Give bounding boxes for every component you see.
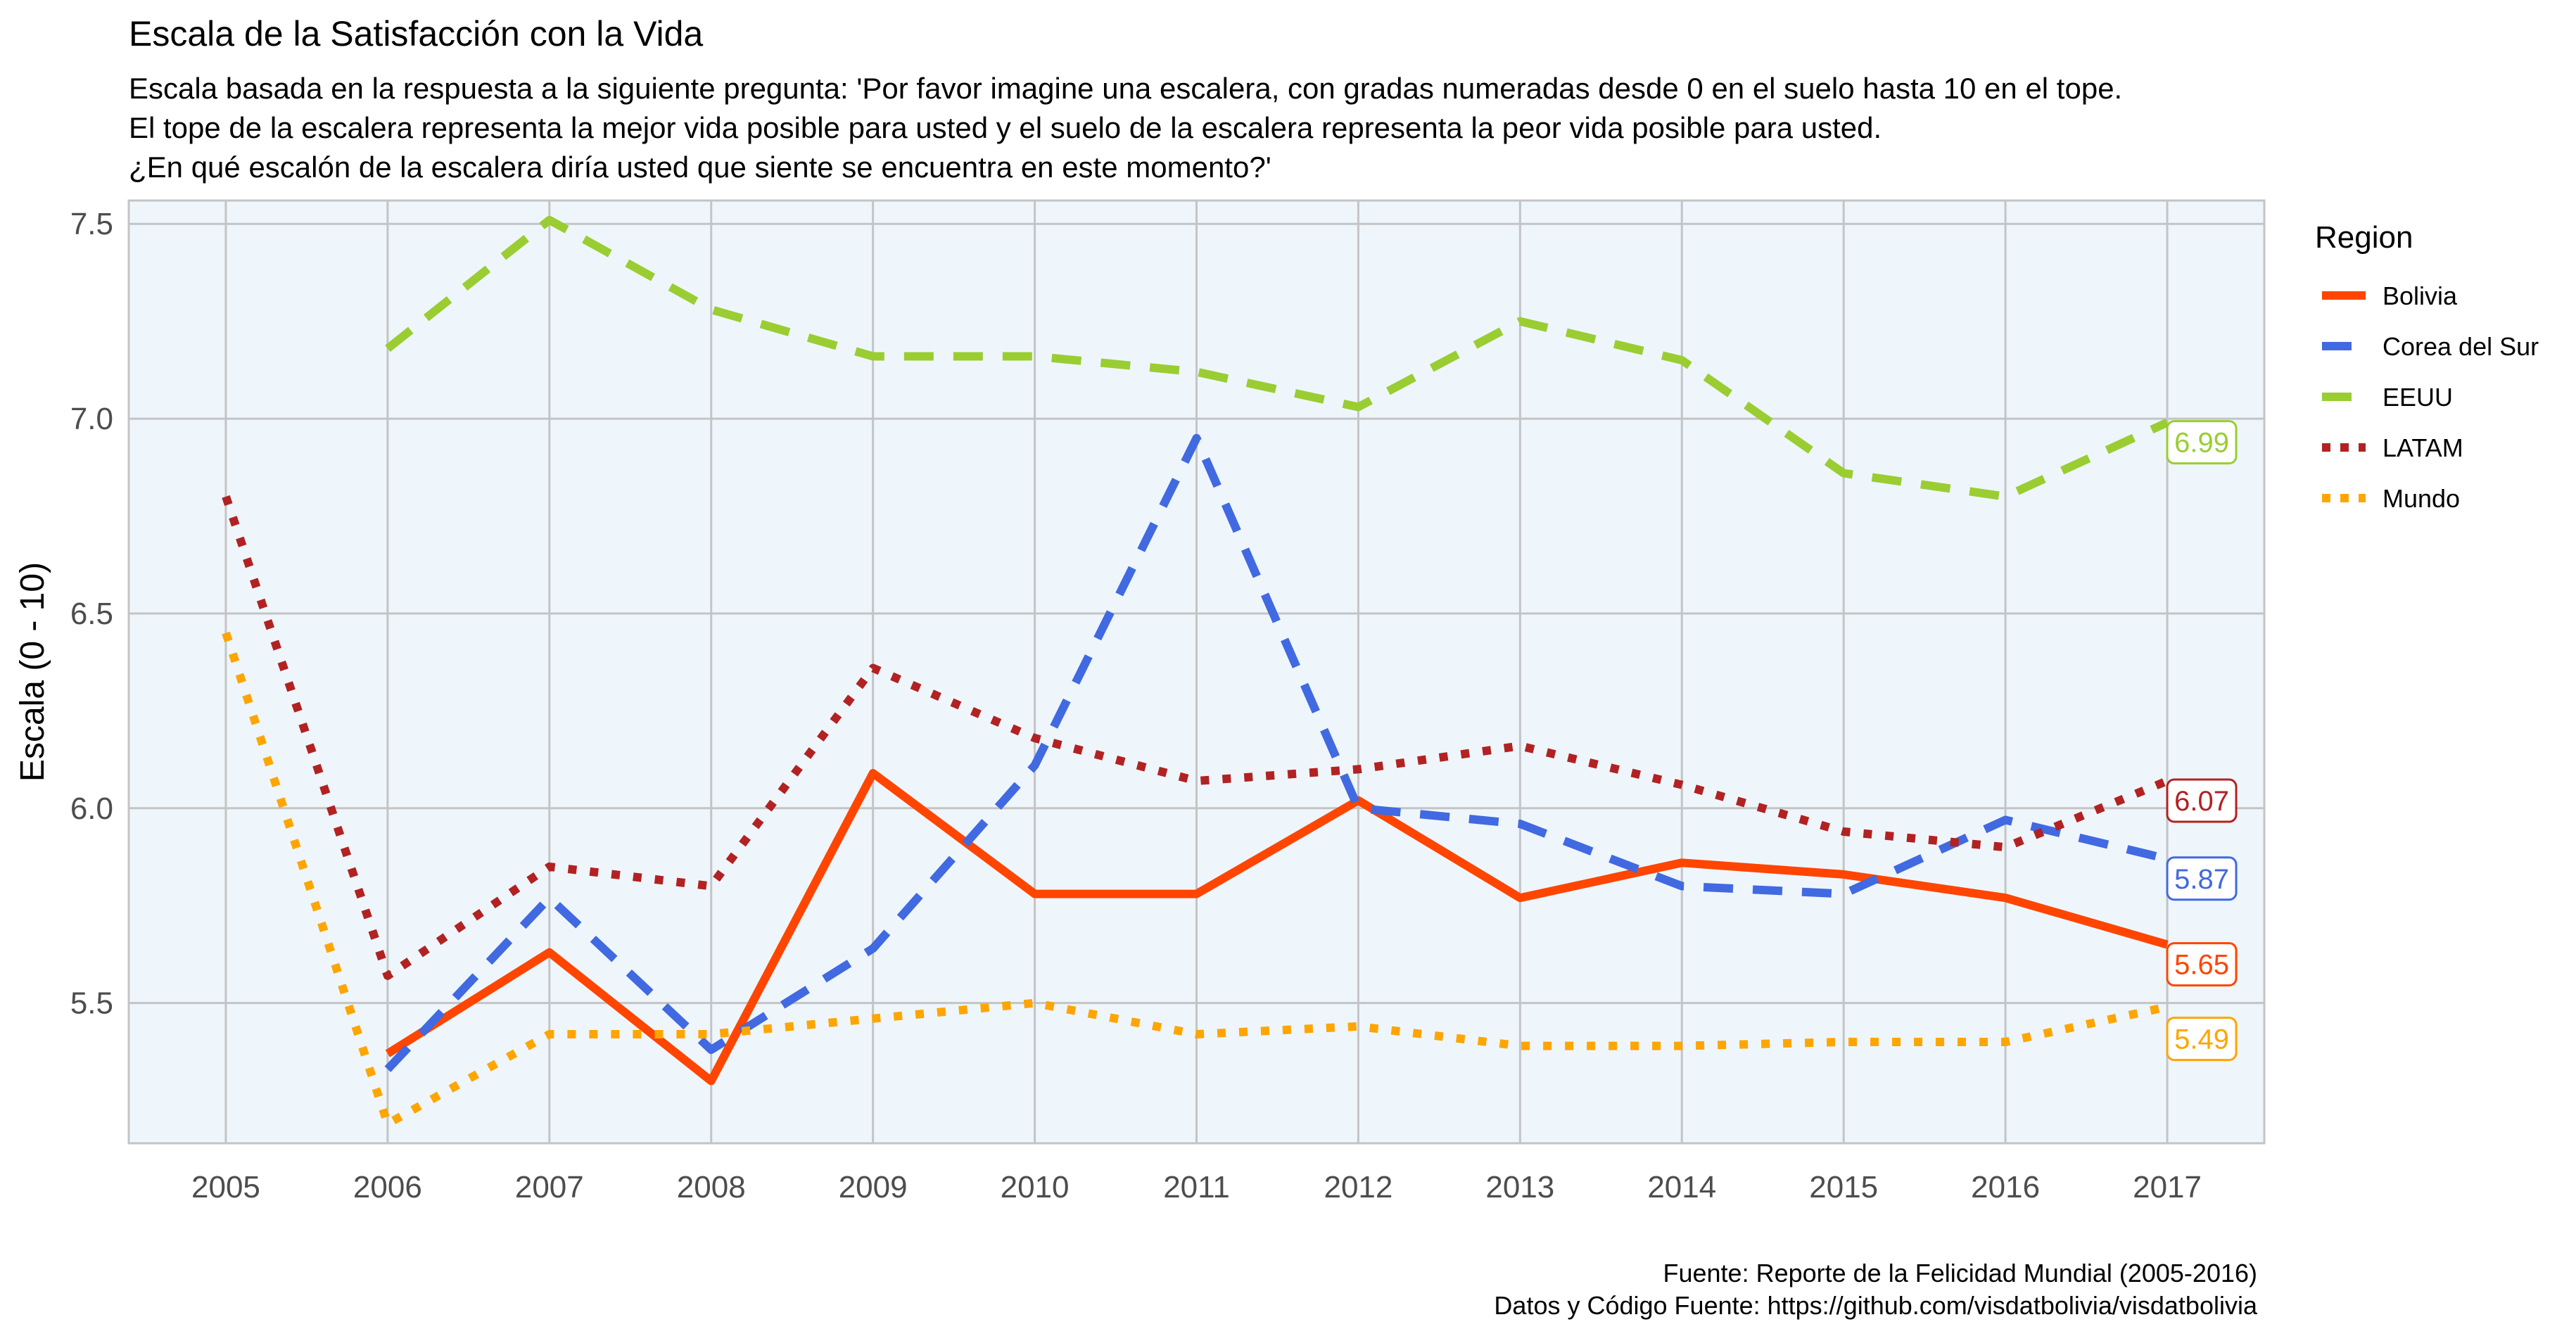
end-label-bolivia: 5.65 xyxy=(2166,942,2238,987)
end-label-box xyxy=(2166,778,2238,823)
end-label-latam: 6.07 xyxy=(2166,778,2238,823)
chart-subtitle-line-3: ¿En qué escalón de la escalera diría ust… xyxy=(129,151,1271,184)
x-tick-label: 2006 xyxy=(353,1170,422,1204)
series-lines xyxy=(222,215,2169,1128)
end-label-value: 6.99 xyxy=(2174,428,2229,459)
x-tick-label: 2012 xyxy=(1324,1170,1392,1204)
y-tick-label: 7.5 xyxy=(70,207,113,241)
end-label-box xyxy=(2166,942,2238,987)
end-label-mundo: 5.49 xyxy=(2166,1017,2238,1062)
y-tick-label: 6.5 xyxy=(70,597,113,631)
y-tick-label: 5.5 xyxy=(70,986,113,1021)
caption-line-1: Fuente: Reporte de la Felicidad Mundial … xyxy=(1663,1259,2257,1287)
legend-item: Corea del Sur xyxy=(2322,332,2539,361)
x-tick-label: 2007 xyxy=(515,1170,584,1204)
x-tick-label: 2014 xyxy=(1647,1170,1716,1204)
y-axis-label: Escala (0 - 10) xyxy=(14,562,51,782)
x-tick-label: 2005 xyxy=(191,1170,260,1204)
series-line-corea-del-sur xyxy=(384,433,2169,1072)
end-value-labels: 6.99 6.07 5.87 5.65 5.49 xyxy=(2166,420,2238,1062)
x-tick-label: 2011 xyxy=(1163,1170,1230,1204)
end-label-value: 5.87 xyxy=(2174,864,2229,895)
x-tick-label: 2008 xyxy=(677,1170,746,1204)
x-tick-label: 2013 xyxy=(1485,1170,1554,1204)
legend-label: Bolivia xyxy=(2383,281,2458,310)
x-axis-ticks: 2005 2006 2007 2008 2009 2010 2011 2012 2013 2014… xyxy=(191,1170,2202,1204)
legend: Region Bolivia Corea del Sur EEUU LATAM Mund… xyxy=(2315,220,2539,513)
x-tick-label: 2010 xyxy=(1001,1170,1070,1204)
legend-item: LATAM xyxy=(2322,433,2463,462)
series-line-latam xyxy=(222,495,2169,980)
legend-label: EEUU xyxy=(2383,383,2453,412)
y-tick-label: 6.0 xyxy=(70,791,113,826)
x-tick-label: 2015 xyxy=(1809,1170,1878,1204)
legend-label: LATAM xyxy=(2383,433,2463,462)
chart-subtitle-line-1: Escala basada en la respuesta a la sigui… xyxy=(129,72,2122,105)
end-label-value: 5.65 xyxy=(2174,950,2229,981)
end-label-value: 6.07 xyxy=(2174,786,2229,817)
caption-line-2: Datos y Código Fuente: https://github.co… xyxy=(1494,1291,2258,1320)
plot-border xyxy=(127,199,2266,1145)
legend-item: EEUU xyxy=(2322,383,2453,412)
series-line-eeuu xyxy=(385,215,2169,501)
x-tick-label: 2009 xyxy=(839,1170,908,1204)
legend-label: Corea del Sur xyxy=(2383,332,2539,361)
y-axis-ticks: 5.5 6.0 6.5 7.0 7.5 xyxy=(70,207,113,1020)
end-label-box xyxy=(2166,1017,2238,1062)
legend-item: Bolivia xyxy=(2322,281,2458,310)
legend-title: Region xyxy=(2315,220,2413,255)
legend-label: Mundo xyxy=(2383,484,2460,513)
end-label-box xyxy=(2166,856,2238,901)
x-tick-label: 2016 xyxy=(1971,1170,2040,1204)
legend-item: Mundo xyxy=(2322,484,2460,513)
x-tick-label: 2017 xyxy=(2133,1170,2202,1204)
chart-title: Escala de la Satisfacción con la Vida xyxy=(129,14,703,53)
end-label-value: 5.49 xyxy=(2174,1024,2229,1055)
end-label-box xyxy=(2166,420,2238,465)
end-label-corea-del-sur: 5.87 xyxy=(2166,856,2238,901)
y-tick-label: 7.0 xyxy=(70,402,113,436)
series-line-mundo xyxy=(222,631,2169,1128)
end-label-eeuu: 6.99 xyxy=(2166,420,2238,465)
chart-subtitle-line-2: El tope de la escalera representa la mej… xyxy=(129,111,1882,144)
